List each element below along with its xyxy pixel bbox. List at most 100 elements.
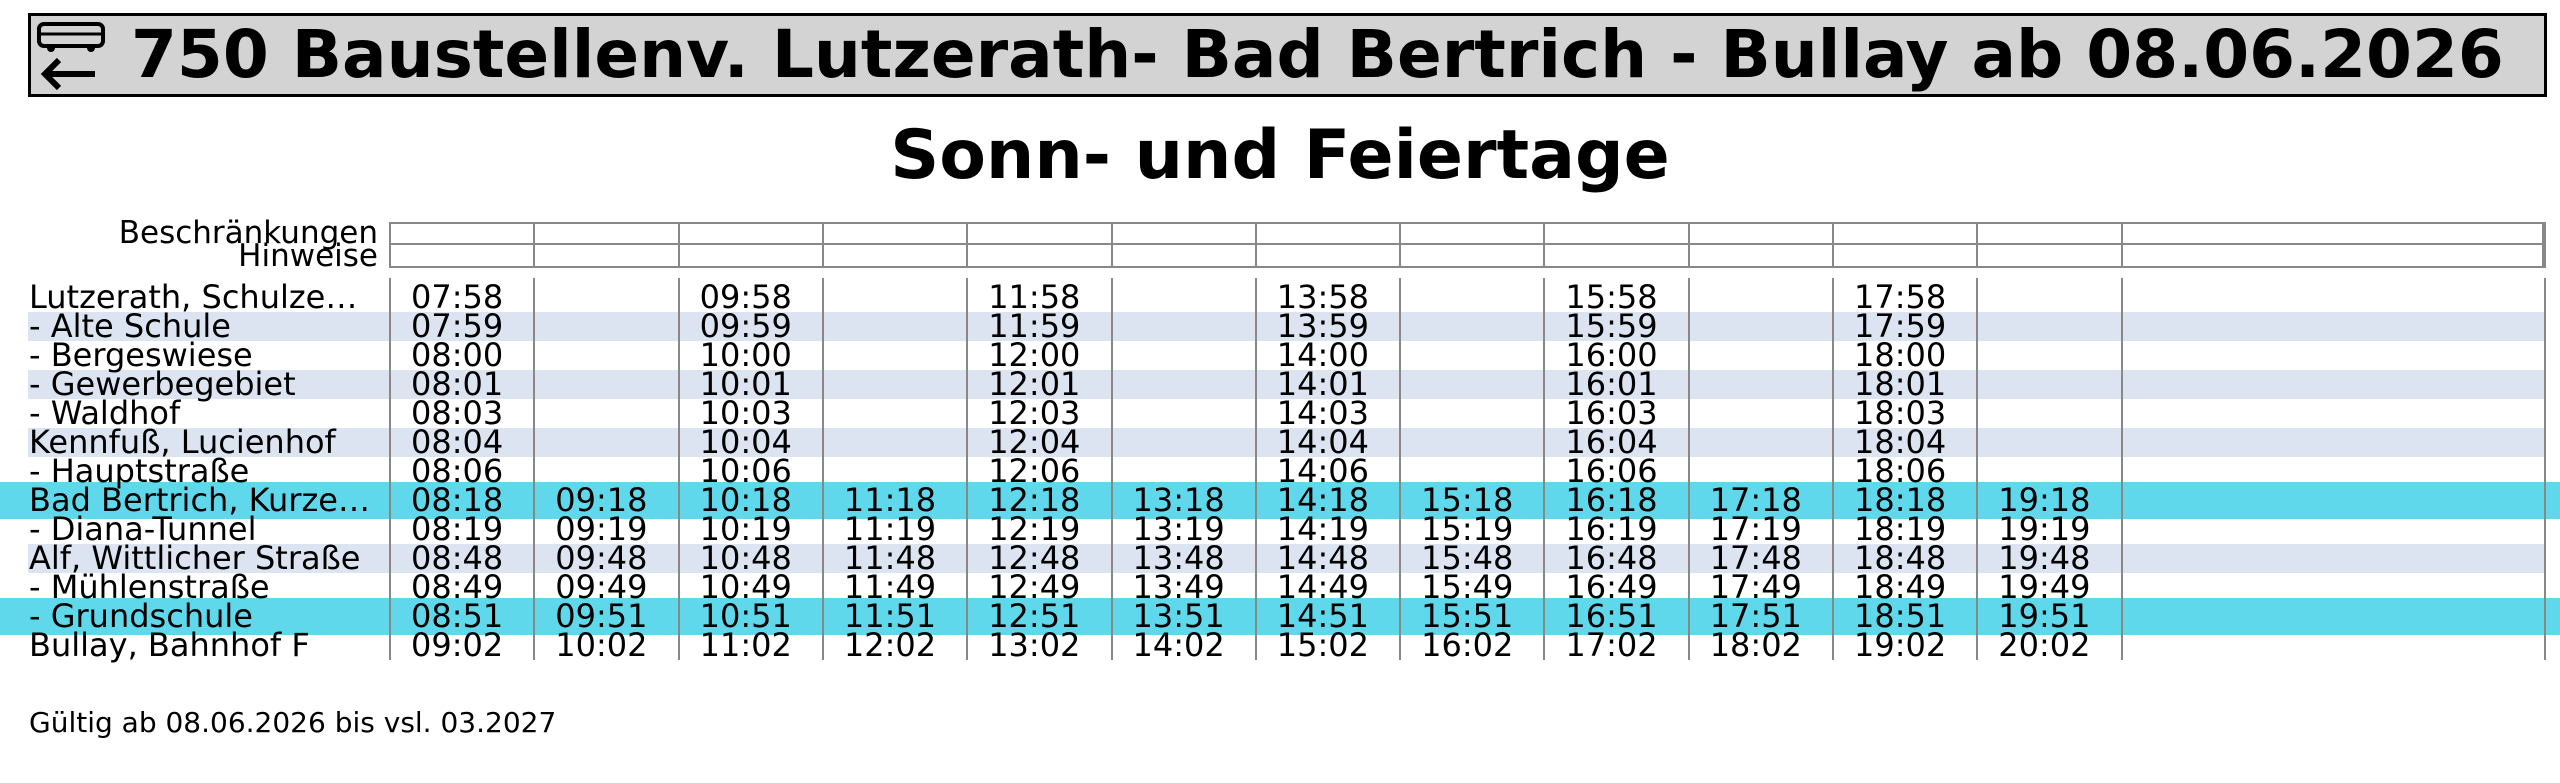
time: 10:04 [699,423,792,461]
time: 10:01 [699,365,792,403]
time: 13:51 [1132,597,1225,635]
column-line [389,222,391,268]
stop-name: Lutzerath, Schulze… [29,278,358,316]
time: 16:49 [1565,568,1658,606]
time: 15:51 [1421,597,1514,635]
column-line [1687,222,1690,268]
time: 15:49 [1421,568,1514,606]
time: 19:51 [1998,597,2091,635]
time: 08:01 [411,365,504,403]
time: 14:49 [1276,568,1370,606]
column-line [1687,278,1690,660]
stop-name: Bad Bertrich, Kurze… [29,481,370,519]
time: 10:02 [555,626,648,664]
header: 750 Baustellenv. Lutzerath- Bad Bertrich… [28,13,2547,97]
row-shade [28,428,2544,457]
column-line [533,222,536,268]
time: 11:18 [843,481,937,519]
time: 10:00 [699,336,792,374]
time: 19:48 [1998,539,2091,577]
time: 13:49 [1132,568,1225,606]
time: 15:59 [1565,307,1658,345]
time: 12:18 [988,481,1081,519]
column-line [1976,278,1979,660]
time: 11:19 [843,510,937,548]
time: 13:48 [1132,539,1225,577]
column-line [2120,222,2123,268]
time: 16:02 [1421,626,1514,664]
time: 13:58 [1276,278,1370,316]
footer: Gültig ab 08.06.2026 bis vsl. 03.2027 [29,706,557,739]
time: 15:19 [1421,510,1514,548]
time: 10:18 [699,481,792,519]
time: 19:18 [1998,481,2091,519]
subtitle: Sonn- und Feiertage [890,116,1670,195]
time: 16:00 [1565,336,1658,374]
time: 19:19 [1998,510,2091,548]
time: 15:18 [1421,481,1514,519]
time: 12:51 [988,597,1081,635]
time: 18:51 [1854,597,1947,635]
time: 13:18 [1132,481,1225,519]
time: 17:48 [1709,539,1802,577]
stop-name: - Grundschule [29,597,253,635]
time: 14:06 [1276,452,1370,490]
time: 16:06 [1565,452,1658,490]
time: 10:03 [699,394,792,432]
stop-name: - Mühlenstraße [29,568,270,606]
row-shade [28,544,2544,573]
column-line [1832,278,1834,660]
time: 08:00 [411,336,504,374]
time: 13:59 [1276,307,1370,345]
time: 12:02 [843,626,937,664]
time: 14:51 [1276,597,1370,635]
time: 18:01 [1854,365,1947,403]
time: 12:06 [988,452,1081,490]
time: 18:04 [1854,423,1947,461]
highlight-row [0,598,2560,635]
column-line [821,222,824,268]
time: 14:04 [1276,423,1370,461]
stop-name: - Diana-Tunnel [29,510,257,548]
time: 09:49 [555,568,648,606]
time: 11:02 [699,626,792,664]
label-box [389,222,2544,245]
time: 18:49 [1854,568,1947,606]
time: 16:48 [1565,539,1658,577]
time: 18:48 [1854,539,1947,577]
column-line [1399,278,1402,660]
time: 09:02 [411,626,504,664]
column-line [2544,222,2546,268]
column-line [1254,222,1257,268]
time: 18:06 [1854,452,1947,490]
column-line [1543,222,1546,268]
stop-name: Alf, Wittlicher Straße [29,539,361,577]
time: 17:19 [1709,510,1802,548]
column-line [821,278,824,660]
time: 08:48 [411,539,504,577]
time: 11:59 [988,307,1081,345]
time: 14:48 [1276,539,1370,577]
time: 08:49 [411,568,504,606]
column-line [1976,222,1979,268]
time: 10:49 [699,568,792,606]
time: 16:19 [1565,510,1658,548]
time: 18:00 [1854,336,1947,374]
time: 09:51 [555,597,648,635]
column-line [2544,278,2546,660]
time: 09:59 [699,307,792,345]
time: 16:18 [1565,481,1658,519]
row-shade [28,312,2544,341]
column-line [1254,278,1257,660]
time: 19:49 [1998,568,2091,606]
time: 20:02 [1998,626,2091,664]
time: 12:04 [988,423,1081,461]
time: 17:02 [1565,626,1658,664]
time: 17:51 [1709,597,1802,635]
label: Beschränkungen [118,215,378,251]
time: 15:58 [1565,278,1658,316]
stop-name: Kennfuß, Lucienhof [29,423,336,461]
time: 07:58 [411,278,504,316]
time: 18:19 [1854,510,1947,548]
